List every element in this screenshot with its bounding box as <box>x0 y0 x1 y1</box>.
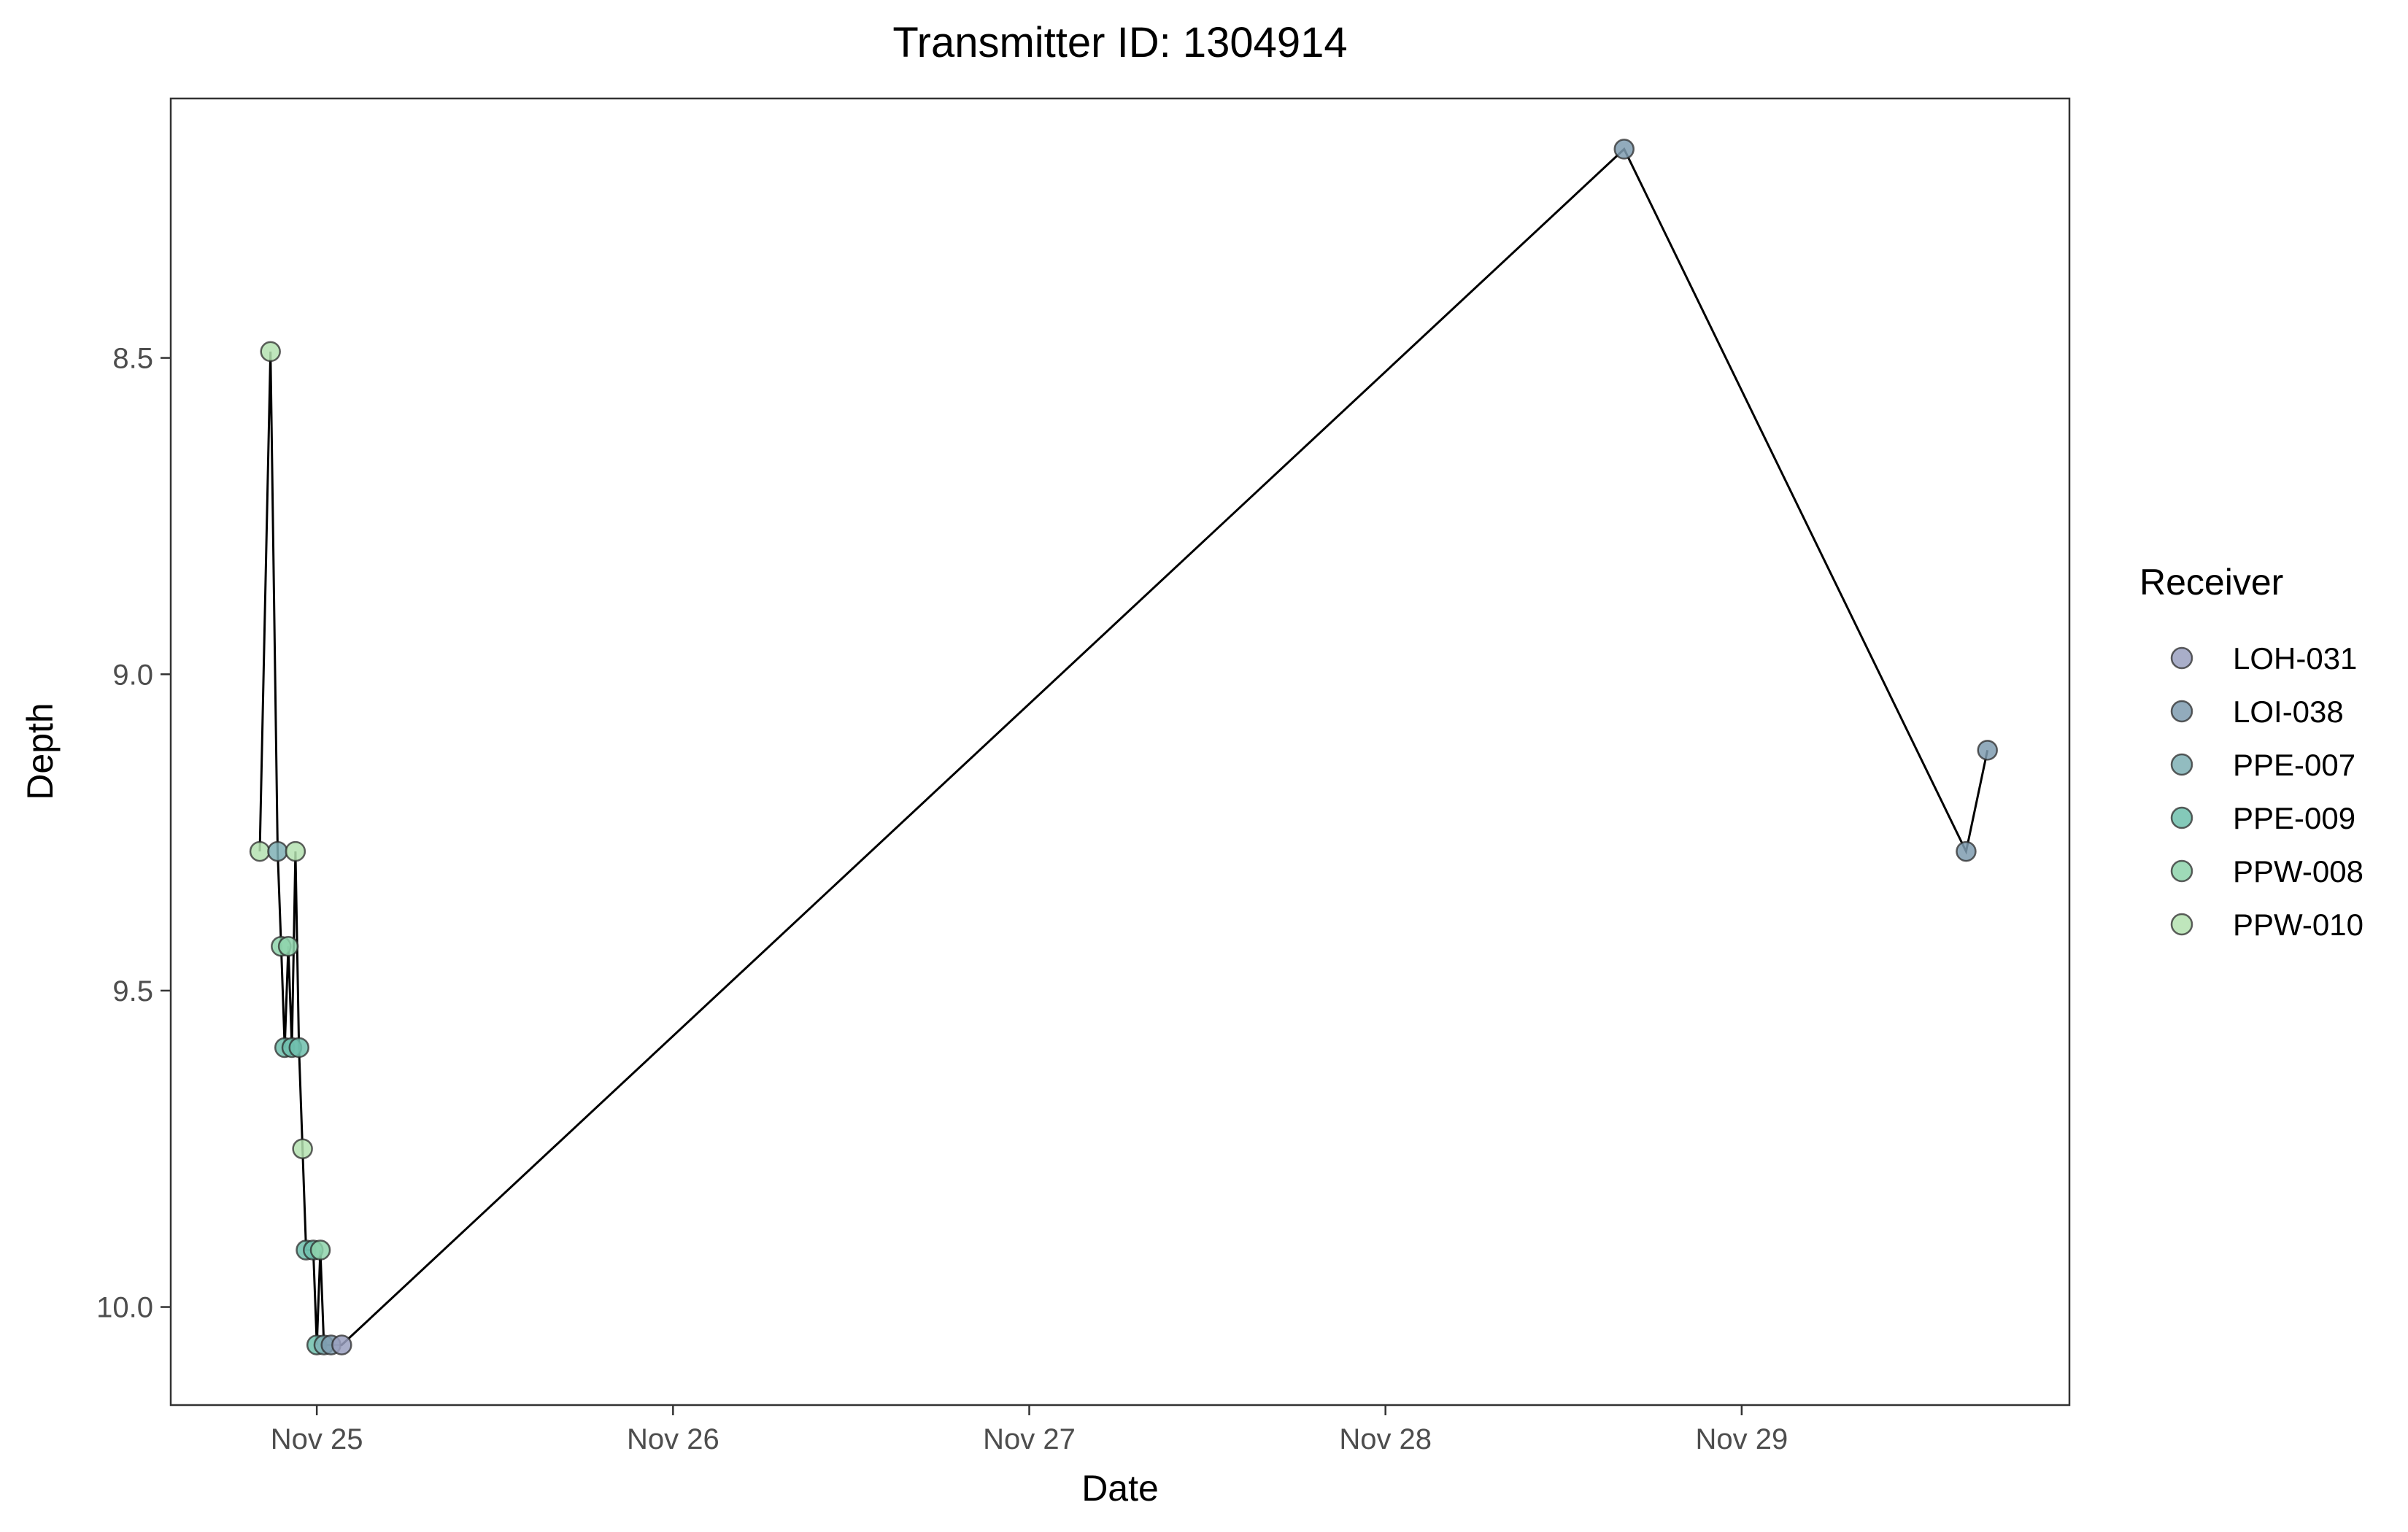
legend-label: LOI-038 <box>2233 695 2344 729</box>
x-tick-label: Nov 28 <box>1339 1423 1432 1455</box>
x-axis: Nov 25 Nov 26 Nov 27 Nov 28 Nov 29 <box>271 1405 1788 1455</box>
data-point <box>1956 840 1977 862</box>
data-point <box>292 1138 313 1159</box>
data-point <box>1977 740 1998 761</box>
y-axis-title: Depth <box>20 703 61 800</box>
y-tick-label: 9.5 <box>112 975 153 1007</box>
legend-key <box>2170 646 2193 670</box>
data-point <box>331 1334 352 1355</box>
data-point <box>267 840 288 862</box>
legend-label: PPE-009 <box>2233 801 2355 835</box>
data-point <box>249 840 271 862</box>
x-axis-title: Date <box>1081 1468 1159 1509</box>
data-point <box>285 840 306 862</box>
legend-title: Receiver <box>2139 562 2283 603</box>
legend-label: PPW-008 <box>2233 854 2363 889</box>
chart-title: Transmitter ID: 1304914 <box>892 19 1347 66</box>
y-tick-label: 9.0 <box>112 659 153 691</box>
points-layer <box>249 139 1998 1355</box>
data-point <box>309 1239 331 1261</box>
legend-key <box>2170 806 2193 829</box>
data-point <box>277 935 299 957</box>
y-axis: 8.5 9.0 9.5 10.0 <box>96 343 171 1324</box>
data-point <box>1613 139 1635 160</box>
legend-key <box>2170 700 2193 723</box>
legend-key <box>2170 859 2193 883</box>
legend-key <box>2170 753 2193 776</box>
legend-label: PPW-010 <box>2233 908 2363 942</box>
legend-label: LOH-031 <box>2233 641 2357 676</box>
x-tick-label: Nov 29 <box>1695 1423 1788 1455</box>
data-point <box>288 1037 309 1059</box>
y-tick-label: 10.0 <box>96 1292 153 1324</box>
legend-key <box>2170 913 2193 936</box>
x-tick-label: Nov 27 <box>983 1423 1076 1455</box>
x-tick-label: Nov 26 <box>627 1423 719 1455</box>
legend-label: PPE-007 <box>2233 748 2355 782</box>
y-tick-label: 8.5 <box>112 343 153 375</box>
data-point <box>260 341 281 363</box>
x-tick-label: Nov 25 <box>271 1423 363 1455</box>
plot-panel <box>169 97 2071 1407</box>
legend: Receiver LOH-031 LOI-038 PPE-007 PPE-009 PPW… <box>2139 562 2363 942</box>
